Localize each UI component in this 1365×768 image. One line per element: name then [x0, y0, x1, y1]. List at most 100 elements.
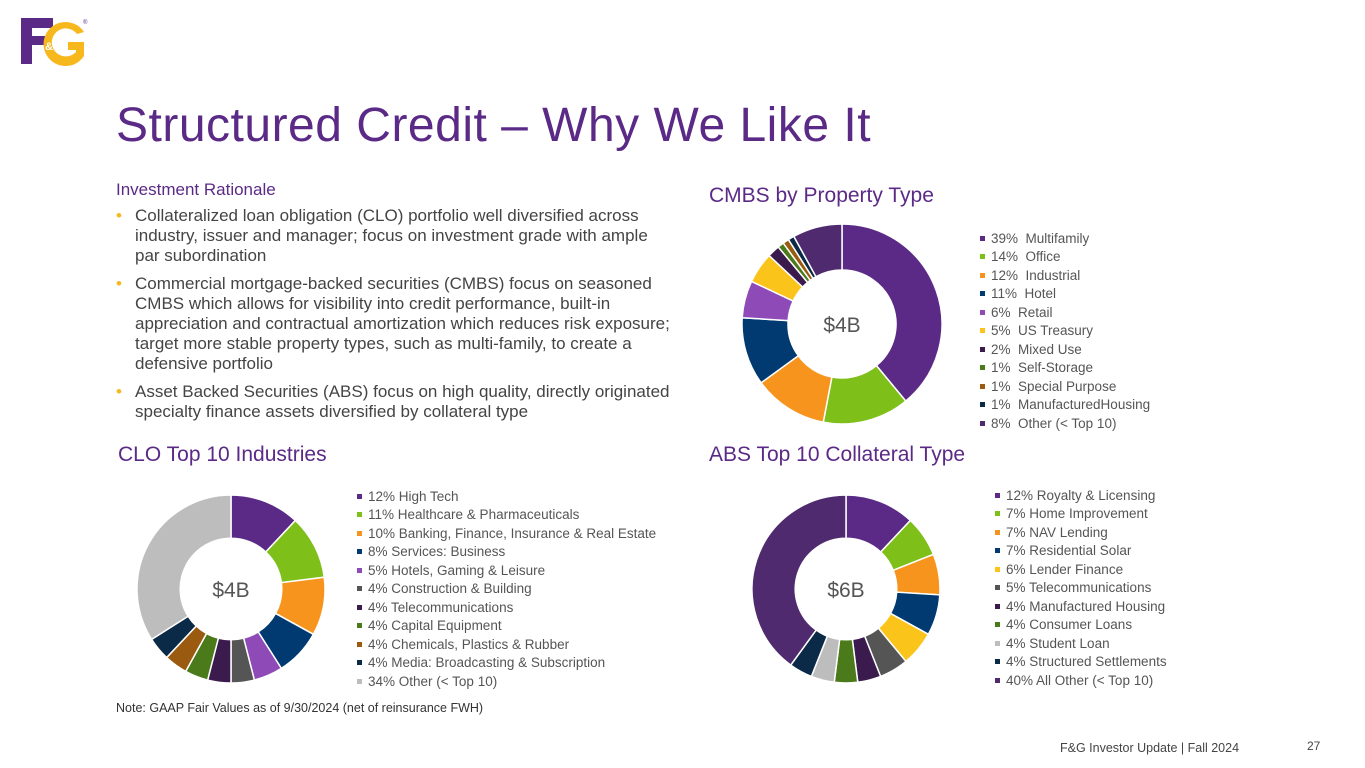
legend-label: 5% Hotels, Gaming & Leisure — [368, 562, 546, 578]
legend-swatch-icon — [357, 660, 362, 666]
legend-label: 40% All Other (< Top 10) — [1006, 672, 1154, 688]
legend-label: 1% Special Purpose — [991, 378, 1117, 394]
legend-swatch-icon — [357, 549, 362, 555]
legend-swatch-icon — [357, 493, 362, 499]
legend-swatch-icon — [995, 677, 1000, 683]
cmbs-donut-chart: $4B — [742, 224, 942, 424]
legend-swatch-icon — [995, 622, 1000, 628]
legend-item: 34% Other (< Top 10) — [357, 672, 656, 691]
legend-label: 10% Banking, Finance, Insurance & Real E… — [368, 525, 657, 541]
legend-label: 11% Healthcare & Pharmaceuticals — [368, 507, 580, 523]
legend-item: 1% Self-Storage — [980, 359, 1150, 378]
legend-label: 4% Construction & Building — [368, 581, 532, 597]
legend-item: 5% Hotels, Gaming & Leisure — [357, 561, 656, 580]
legend-swatch-icon — [357, 604, 362, 610]
bullet-dot-icon: • — [116, 206, 122, 225]
legend-swatch-icon — [995, 659, 1000, 665]
legend-swatch-icon — [980, 346, 985, 352]
footer-text: F&G Investor Update | Fall 2024 — [1060, 741, 1240, 755]
donut-slice — [841, 224, 942, 403]
page-title: Structured Credit – Why We Like It — [116, 99, 872, 152]
legend-item: 6% Lender Finance — [995, 560, 1167, 579]
legend-label: 7% Home Improvement — [1006, 506, 1148, 522]
legend-item: 5% Telecommunications — [995, 579, 1167, 598]
abs-donut-chart: $6B — [752, 495, 940, 683]
legend-label: 4% Telecommunications — [368, 599, 514, 615]
abs-chart-title: ABS Top 10 Collateral Type — [709, 443, 966, 466]
legend-label: 4% Structured Settlements — [1006, 654, 1167, 670]
legend-item: 7% Home Improvement — [995, 505, 1167, 524]
clo-donut-chart: $4B — [137, 495, 325, 683]
bullet-dot-icon: • — [116, 382, 122, 401]
legend-swatch-icon — [995, 603, 1000, 609]
legend-label: 1% ManufacturedHousing — [991, 397, 1151, 413]
legend-label: 34% Other (< Top 10) — [368, 673, 498, 689]
legend-item: 5% US Treasury — [980, 322, 1150, 341]
legend-item: 11% Hotel — [980, 285, 1150, 304]
legend-label: 6% Retail — [991, 304, 1053, 320]
legend-swatch-icon — [980, 328, 985, 334]
legend-swatch-icon — [995, 566, 1000, 572]
investment-rationale: Investment Rationale • Collateralized loa… — [116, 180, 676, 430]
legend-swatch-icon — [357, 512, 362, 518]
rationale-heading: Investment Rationale — [116, 180, 276, 199]
legend-label: 12% Industrial — [991, 267, 1081, 283]
rationale-bullet: • Asset Backed Securities (ABS) focus on … — [116, 382, 670, 421]
page-number: 27 — [1307, 739, 1321, 753]
rationale-bullet: • Commercial mortgage-backed securities (… — [116, 274, 670, 373]
legend-item: 4% Construction & Building — [357, 580, 656, 599]
legend-swatch-icon — [980, 254, 985, 260]
legend-swatch-icon — [995, 640, 1000, 646]
legend-item: 4% Student Loan — [995, 634, 1167, 653]
legend-item: 12% Royalty & Licensing — [995, 486, 1167, 505]
legend-item: 6% Retail — [980, 303, 1150, 322]
legend-swatch-icon — [980, 365, 985, 371]
rationale-list: • Collateralized loan obligation (CLO) po… — [116, 206, 676, 422]
legend-item: 4% Structured Settlements — [995, 653, 1167, 672]
legend-swatch-icon — [995, 548, 1000, 554]
legend-item: 4% Telecommunications — [357, 598, 656, 617]
legend-item: 8% Services: Business — [357, 543, 656, 562]
legend-item: 4% Media: Broadcasting & Subscription — [357, 654, 656, 673]
legend-item: 4% Chemicals, Plastics & Rubber — [357, 635, 656, 654]
legend-label: 12% High Tech — [368, 488, 459, 504]
legend-label: 11% Hotel — [991, 286, 1057, 302]
legend-swatch-icon — [980, 235, 985, 241]
footnote: Note: GAAP Fair Values as of 9/30/2024 (… — [116, 701, 484, 715]
legend-item: 14% Office — [980, 248, 1150, 267]
cmbs-legend: 39% Multifamily 14% Office 12% Industrial 1… — [980, 229, 1150, 433]
legend-swatch-icon — [357, 530, 362, 536]
rationale-bullet: • Collateralized loan obligation (CLO) po… — [116, 206, 648, 265]
legend-label: 4% Media: Broadcasting & Subscription — [368, 655, 606, 671]
donut-center-label: $4B — [823, 314, 860, 337]
legend-label: 1% Self-Storage — [991, 360, 1094, 376]
legend-swatch-icon — [357, 678, 362, 684]
legend-swatch-icon — [357, 586, 362, 592]
legend-item: 12% High Tech — [357, 487, 656, 506]
legend-swatch-icon — [357, 623, 362, 629]
legend-item: 2% Mixed Use — [980, 340, 1150, 359]
donut-center-label: $4B — [212, 579, 249, 602]
legend-label: 5% US Treasury — [991, 323, 1094, 339]
legend-item: 11% Healthcare & Pharmaceuticals — [357, 506, 656, 525]
legend-label: 4% Manufactured Housing — [1006, 598, 1166, 614]
legend-label: 8% Services: Business — [368, 544, 506, 560]
clo-legend: 12% High Tech 11% Healthcare & Pharmaceut… — [357, 487, 656, 691]
legend-swatch-icon — [995, 529, 1000, 535]
legend-label: 14% Office — [991, 249, 1061, 265]
legend-label: 39% Multifamily — [991, 230, 1090, 246]
legend-swatch-icon — [995, 585, 1000, 591]
legend-item: 4% Manufactured Housing — [995, 597, 1167, 616]
legend-swatch-icon — [357, 641, 362, 647]
legend-item: 1% Special Purpose — [980, 377, 1150, 396]
svg-text:&: & — [45, 41, 53, 53]
legend-swatch-icon — [980, 309, 985, 315]
legend-item: 7% Residential Solar — [995, 542, 1167, 561]
legend-item: 4% Consumer Loans — [995, 616, 1167, 635]
legend-item: 12% Industrial — [980, 266, 1150, 285]
legend-swatch-icon — [980, 291, 985, 297]
legend-swatch-icon — [980, 272, 985, 278]
legend-item: 7% NAV Lending — [995, 523, 1167, 542]
bullet-dot-icon: • — [116, 274, 122, 293]
legend-swatch-icon — [980, 383, 985, 389]
